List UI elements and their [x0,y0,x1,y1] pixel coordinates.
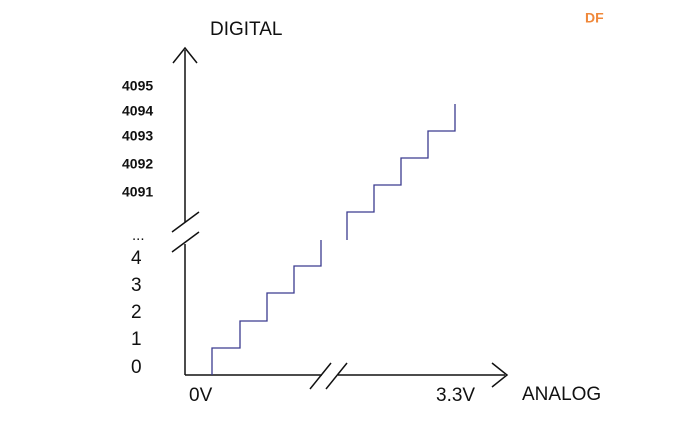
x-label: 3.3V [436,385,475,406]
y-label: 0 [131,357,142,378]
watermark: DF [585,10,604,26]
staircase-high [346,104,456,240]
y-label: 4091 [122,184,153,200]
y-label: 1 [131,329,142,350]
x-axis-title: ANALOG [522,384,601,405]
x-label: 0V [189,385,213,406]
y-axis-title: DIGITAL [210,19,283,40]
staircase-low [211,240,322,375]
y-label: 4 [131,248,142,269]
y-label: 2 [131,302,142,323]
y-label: 4095 [122,78,153,94]
y-ellipsis: ... [132,227,145,244]
y-label: 3 [131,275,142,296]
axes [171,46,509,390]
y-label: 4092 [122,156,153,172]
y-label: 4094 [122,103,153,119]
y-label: 4093 [122,128,153,144]
